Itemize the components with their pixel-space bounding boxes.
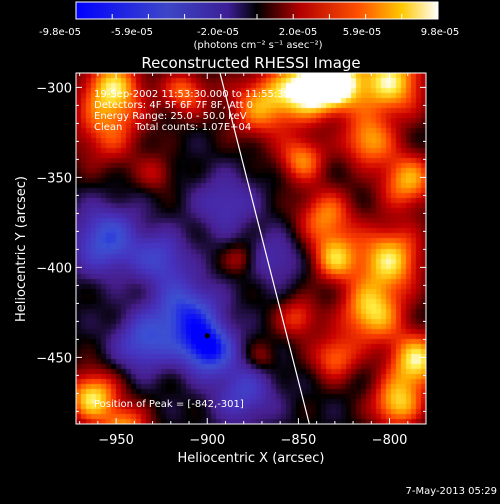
colorbar-tick-label: 9.8e-05 (421, 27, 459, 38)
heatmap-image (76, 73, 426, 424)
plot-frame (75, 72, 427, 425)
annotation-counts: Clean Total counts: 1.07E+04 (94, 122, 251, 133)
colorbar-ticks (75, 14, 439, 19)
colorbar-tick-label: -2.0e-05 (197, 27, 239, 38)
y-tick-label: −400 (36, 261, 72, 276)
plot-title: Reconstructed RHESSI Image (141, 54, 360, 72)
x-axis-label: Heliocentric X (arcsec) (178, 451, 325, 466)
solar-limb-line (219, 73, 310, 424)
annotation-time-range: 19-Sep-2002 11:53:30.000 to 11:55:30.000 (94, 89, 312, 100)
annotation-energy-range: Energy Range: 25.0 - 50.0 keV (94, 111, 247, 122)
colorbar-tick-label: 5.9e-05 (343, 27, 381, 38)
x-tick-label: −900 (189, 433, 225, 448)
annotation-detectors: Detectors: 4F 5F 6F 7F 8F, Att 0 (94, 100, 253, 111)
colorbar-unit-label: (photons cm⁻² s⁻¹ asec⁻²) (193, 40, 322, 51)
colorbar-tick-label: -9.8e-05 (39, 27, 81, 38)
x-tick-label: −950 (98, 433, 134, 448)
peak-marker (204, 333, 210, 339)
x-tick-label: −800 (372, 433, 408, 448)
colorbar-tick-label: -5.9e-05 (111, 27, 153, 38)
y-axis-label: Heliocentric Y (arcsec) (14, 176, 29, 322)
y-tick-label: −450 (36, 351, 72, 366)
annotation-peak-position: Position of Peak = [-842,-301] (94, 399, 244, 410)
axis-ticks (76, 73, 427, 424)
y-tick-label: −350 (36, 171, 72, 186)
y-tick-label: −300 (36, 81, 72, 96)
colorbar-tick-label: 2.0e-05 (279, 27, 317, 38)
x-tick-label: −850 (281, 433, 317, 448)
footer-date: 7-May-2013 05:29 (405, 486, 497, 497)
